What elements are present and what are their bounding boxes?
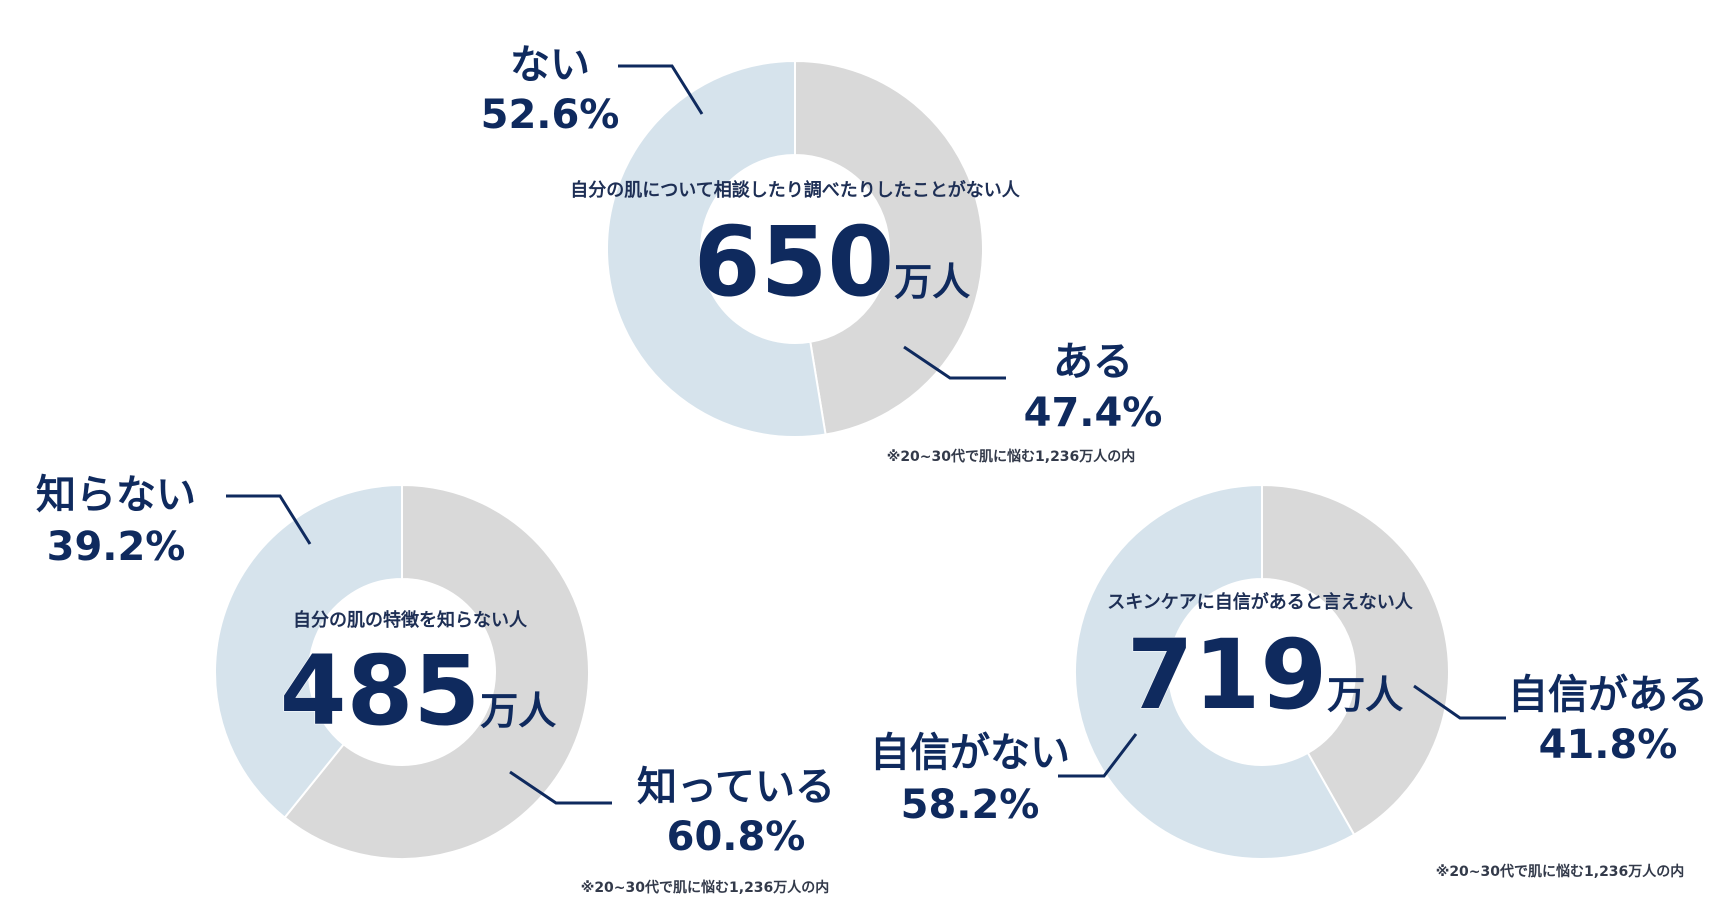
chart-2-note: ※20~30代で肌に悩む1,236万人の内: [581, 879, 830, 896]
chart-2-caption: 自分の肌の特徴を知らない人: [293, 609, 528, 631]
chart-1-slice-value-aru: 47.4%: [1024, 390, 1163, 436]
chart-2-slice-1: [283, 483, 590, 860]
chart-3-slice-label-jishin-nai: 自信がない: [870, 730, 1070, 776]
chart-1-center-value: 650: [694, 206, 894, 318]
chart-3-center-value-group: 719万人: [1127, 619, 1403, 731]
chart-1-center-unit: 万人: [894, 260, 970, 304]
chart-2-slice-label-shiranai: 知らない: [36, 472, 196, 518]
chart-3-slice-2: [1074, 483, 1356, 860]
chart-3-leader-line-jishin-nai: [1058, 733, 1138, 778]
chart-3-caption: スキンケアに自信があると言えない人: [1107, 591, 1413, 613]
chart-1-leader-line-aru: [903, 345, 1006, 380]
chart-3-center-unit: 万人: [1327, 673, 1403, 717]
chart-1-leader-line-nai: [618, 64, 704, 115]
chart-3-slice-label-jishin-aru: 自信がある: [1508, 672, 1708, 718]
chart-2-leader-line-shiranai: [226, 494, 312, 545]
chart-1-slice-label-nai: ない: [510, 42, 590, 88]
chart-2-center-value-group: 485万人: [280, 635, 556, 747]
donut-ring-3: [1074, 483, 1450, 860]
chart-2-slice-2: [214, 483, 403, 819]
chart-2-center-value: 485: [280, 635, 480, 747]
chart-1-slice-1: [794, 59, 984, 436]
chart-3-leader-line-jishin-aru: [1413, 684, 1506, 720]
chart-3-slice-value-jishin-nai: 58.2%: [901, 782, 1040, 828]
donut-chart-3: スキンケアに自信があると言えない人 719万人 自信がない 58.2% 自信があ…: [870, 483, 1708, 880]
chart-1-caption: 自分の肌について相談したり調べたりしたことがない人: [570, 179, 1020, 201]
donut-ring-1: [606, 59, 984, 438]
chart-3-center-value: 719: [1127, 619, 1327, 731]
chart-1-slice-value-nai: 52.6%: [481, 92, 620, 138]
chart-1-note: ※20~30代で肌に悩む1,236万人の内: [887, 448, 1136, 465]
chart-1-slice-label-aru: ある: [1053, 339, 1133, 385]
chart-1-center-value-group: 650万人: [694, 206, 970, 318]
chart-2-leader-line-shitteiru: [509, 770, 612, 805]
chart-2-slice-value-shiranai: 39.2%: [47, 524, 186, 570]
chart-2-slice-label-shitteiru: 知っている: [637, 764, 835, 810]
chart-2-center-unit: 万人: [480, 689, 556, 733]
chart-3-slice-value-jishin-aru: 41.8%: [1539, 722, 1678, 768]
chart-2-slice-value-shitteiru: 60.8%: [667, 814, 806, 860]
donut-ring-2: [214, 483, 590, 860]
donut-chart-1: 自分の肌について相談したり調べたりしたことがない人 650万人 ない 52.6%…: [481, 42, 1163, 465]
chart-3-note: ※20~30代で肌に悩む1,236万人の内: [1436, 863, 1685, 880]
chart-1-slice-2: [606, 59, 827, 438]
chart-3-slice-1: [1261, 483, 1450, 837]
donut-chart-2: 自分の肌の特徴を知らない人 485万人 知らない 39.2% 知っている 60.…: [36, 472, 835, 896]
